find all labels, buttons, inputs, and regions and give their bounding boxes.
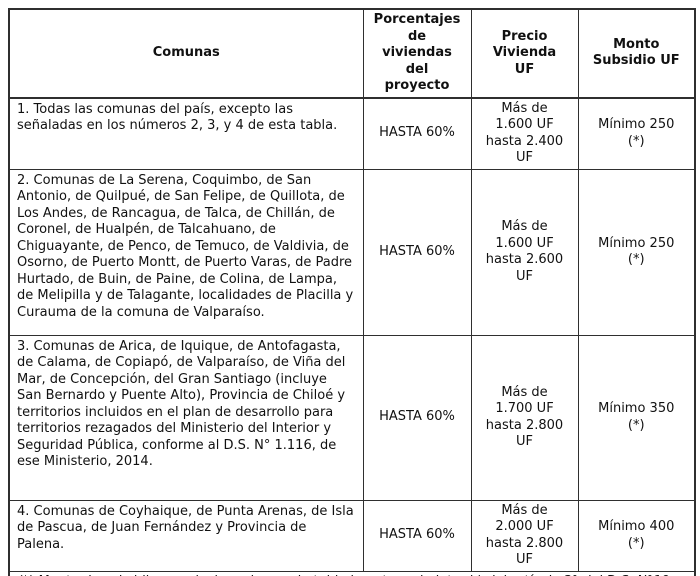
column-header-porcentajes: Porcentajes de viviendas del proyecto	[362, 8, 472, 99]
subsidy-table: Comunas Porcentajes de viviendas del pro…	[8, 8, 696, 576]
table-row-4: 4. Comunas de Coyhaique, de Punta Arenas…	[8, 499, 696, 572]
column-header-comunas: Comunas	[8, 8, 364, 99]
cell-monto-1: Mínimo 250 (*)	[577, 97, 696, 170]
table-row-3: 3. Comunas de Arica, de Iquique, de Anto…	[8, 334, 696, 501]
cell-monto-3: Mínimo 350 (*)	[577, 334, 696, 501]
cell-precio-1: Más de 1.600 UF hasta 2.400 UF	[470, 97, 579, 170]
cell-comunas-4: 4. Comunas de Coyhaique, de Punta Arenas…	[8, 499, 364, 572]
column-header-precio-vivienda: Precio Vivienda UF	[470, 8, 579, 99]
cell-porcentaje-1: HASTA 60%	[362, 97, 472, 170]
cell-comunas-1: 1. Todas las comunas del país, excepto l…	[8, 97, 364, 170]
cell-comunas-2: 2. Comunas de La Serena, Coquimbo, de Sa…	[8, 168, 364, 336]
footnote-text: (*) Monto de subsidio se calcula en base…	[8, 570, 696, 576]
header-row: Comunas Porcentajes de viviendas del pro…	[8, 8, 696, 99]
cell-porcentaje-4: HASTA 60%	[362, 499, 472, 572]
cell-monto-2: Mínimo 250 (*)	[577, 168, 696, 336]
cell-precio-4: Más de 2.000 UF hasta 2.800 UF	[470, 499, 579, 572]
cell-precio-3: Más de 1.700 UF hasta 2.800 UF	[470, 334, 579, 501]
cell-precio-2: Más de 1.600 UF hasta 2.600 UF	[470, 168, 579, 336]
table-row-1: 1. Todas las comunas del país, excepto l…	[8, 97, 696, 170]
table-row-2: 2. Comunas de La Serena, Coquimbo, de Sa…	[8, 168, 696, 336]
cell-porcentaje-2: HASTA 60%	[362, 168, 472, 336]
cell-porcentaje-3: HASTA 60%	[362, 334, 472, 501]
column-header-monto-subsidio: Monto Subsidio UF	[577, 8, 696, 99]
footnote-row: (*) Monto de subsidio se calcula en base…	[8, 570, 696, 576]
cell-monto-4: Mínimo 400 (*)	[577, 499, 696, 572]
cell-comunas-3: 3. Comunas de Arica, de Iquique, de Anto…	[8, 334, 364, 501]
